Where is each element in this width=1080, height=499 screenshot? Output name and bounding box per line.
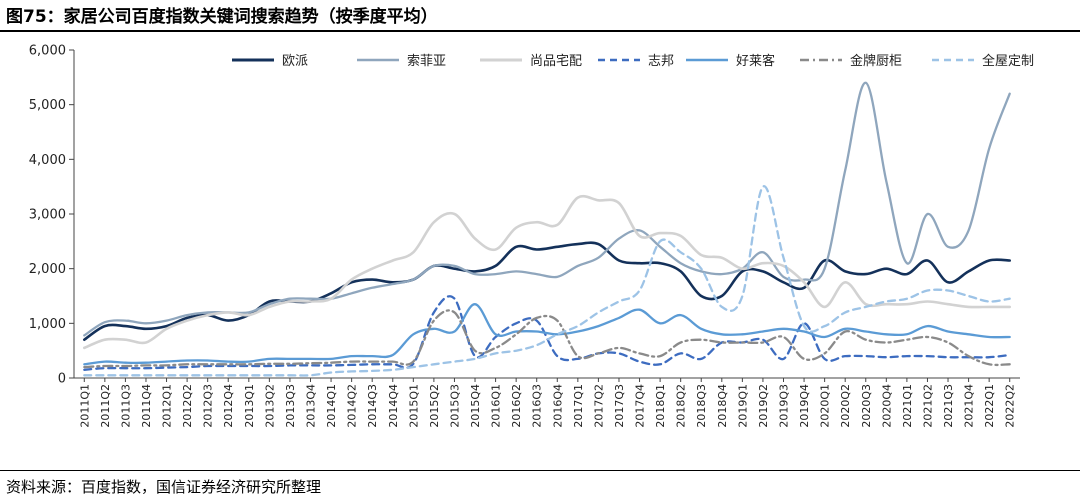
y-tick-label: 4,000 <box>29 153 66 168</box>
x-tick-label: 2015Q3 <box>448 384 461 428</box>
series-line-5 <box>83 309 1011 369</box>
source-note: 资料来源：百度指数，国信证券经济研究所整理 <box>6 478 322 496</box>
x-tick-label: 2014Q2 <box>346 384 359 428</box>
y-tick-label: 1,000 <box>29 317 66 332</box>
legend-label-0: 欧派 <box>282 54 308 69</box>
x-tick-label: 2022Q2 <box>1004 384 1017 428</box>
x-tick-label: 2017Q1 <box>572 384 585 428</box>
x-tick-label: 2015Q1 <box>407 384 420 428</box>
x-tick-label: 2021Q4 <box>963 384 976 428</box>
x-tick-label: 2012Q2 <box>181 384 194 428</box>
x-tick-label: 2019Q3 <box>778 384 791 428</box>
legend-label-3: 志邦 <box>648 54 674 69</box>
x-tick-label: 2016Q1 <box>490 384 503 428</box>
x-tick-label: 2013Q3 <box>284 384 297 428</box>
x-tick-label: 2011Q4 <box>140 384 153 428</box>
x-tick-label: 2018Q3 <box>695 384 708 428</box>
x-tick-label: 2016Q4 <box>551 384 564 428</box>
x-tick-label: 2015Q2 <box>428 384 441 428</box>
series-line-0 <box>83 241 1011 341</box>
series-line-4 <box>83 303 1011 366</box>
x-tick-label: 2012Q3 <box>202 384 215 428</box>
x-tick-label: 2012Q4 <box>222 384 235 428</box>
x-tick-label: 2014Q1 <box>325 384 338 428</box>
top-rule <box>0 30 1080 32</box>
x-tick-label: 2013Q4 <box>305 384 318 428</box>
series-line-2 <box>83 194 1011 350</box>
series-line-6 <box>83 185 1011 377</box>
y-tick-label: 2,000 <box>29 262 66 277</box>
x-tick-label: 2021Q3 <box>942 384 955 428</box>
x-tick-label: 2019Q4 <box>798 384 811 428</box>
legend-label-5: 金牌厨柜 <box>850 53 902 69</box>
x-tick-label: 2022Q1 <box>983 384 996 428</box>
series-line-3 <box>83 295 1011 371</box>
x-tick-label: 2011Q1 <box>78 384 91 428</box>
x-tick-label: 2018Q4 <box>716 384 729 428</box>
x-tick-label: 2012Q1 <box>161 384 174 428</box>
y-axis: 0 1,000 2,000 3,000 4,000 5,000 6,000 <box>29 44 75 387</box>
legend-label-2: 尚品宅配 <box>530 54 582 69</box>
x-tick-label: 2020Q2 <box>839 384 852 428</box>
x-tick-label: 2014Q4 <box>387 384 400 428</box>
x-tick-label: 2017Q2 <box>592 384 605 428</box>
series-line-1 <box>83 81 1011 337</box>
x-tick-label: 2021Q2 <box>921 384 934 428</box>
y-tick-label: 6,000 <box>29 44 66 59</box>
x-tick-label: 2015Q4 <box>469 384 482 428</box>
x-tick-label: 2014Q3 <box>366 384 379 428</box>
series-lines <box>83 81 1011 377</box>
x-tick-label: 2018Q2 <box>675 384 688 428</box>
x-tick-label: 2020Q3 <box>860 384 873 428</box>
x-tick-label: 2017Q4 <box>634 384 647 428</box>
x-tick-label: 2019Q1 <box>736 384 749 428</box>
y-tick-label: 0 <box>58 372 66 387</box>
y-tick-label: 3,000 <box>29 208 66 223</box>
x-tick-label: 2021Q1 <box>901 384 914 428</box>
legend-label-6: 全屋定制 <box>982 53 1034 69</box>
legend-label-1: 索菲亚 <box>407 54 446 69</box>
x-tick-label: 2016Q3 <box>531 384 544 428</box>
x-tick-label: 2020Q1 <box>819 384 832 428</box>
x-tick-label: 2011Q3 <box>119 384 132 428</box>
bottom-rule <box>0 470 1080 471</box>
x-tick-label: 2017Q3 <box>613 384 626 428</box>
x-tick-label: 2011Q2 <box>99 384 112 428</box>
chart-title: 图75：家居公司百度指数关键词搜索趋势（按季度平均） <box>6 7 438 27</box>
x-tick-label: 2013Q1 <box>243 384 256 428</box>
x-tick-label: 2018Q1 <box>654 384 667 428</box>
x-axis: 2011Q1 2011Q2 2011Q3 2011Q4 2012Q1 2012Q2 2012… <box>74 377 1020 428</box>
y-tick-label: 5,000 <box>29 98 66 113</box>
x-tick-label: 2016Q2 <box>510 384 523 428</box>
legend: 欧派 索菲亚 尚品宅配 志邦 好莱客 金牌厨柜 全屋定制 <box>232 53 1034 69</box>
x-tick-label: 2013Q2 <box>263 384 276 428</box>
x-tick-label: 2019Q2 <box>757 384 770 428</box>
x-tick-label: 2020Q4 <box>880 384 893 428</box>
legend-label-4: 好莱客 <box>736 53 775 69</box>
